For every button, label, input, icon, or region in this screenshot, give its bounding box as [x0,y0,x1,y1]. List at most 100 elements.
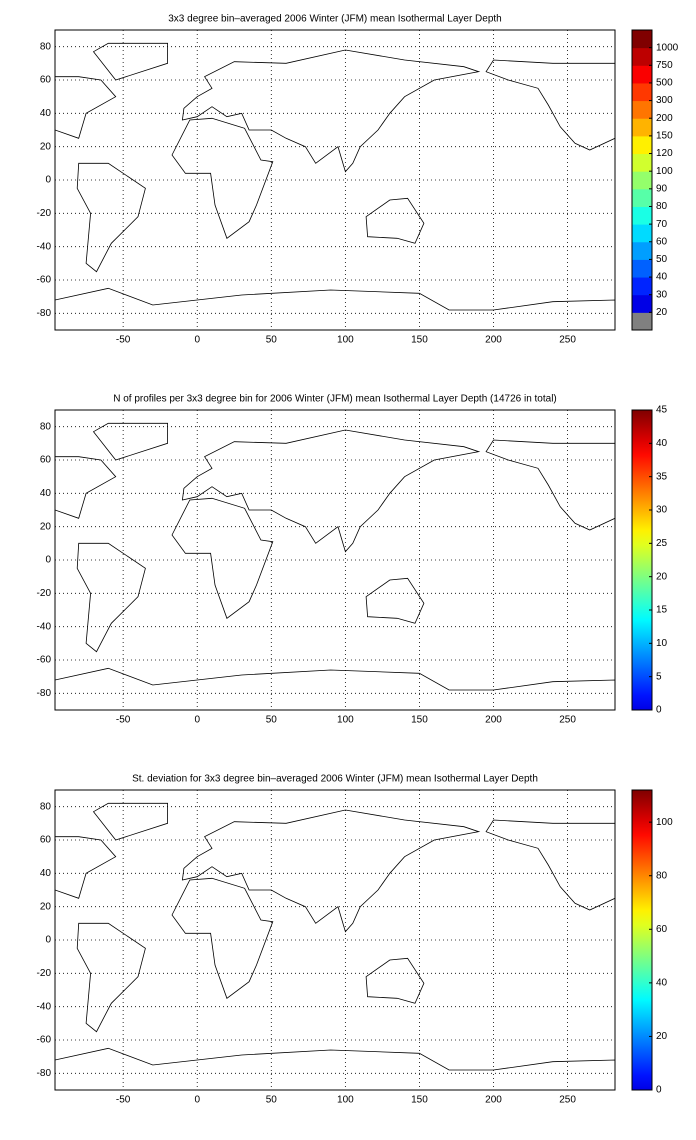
y-tick-label: 80 [40,41,52,52]
colorbar-label: 80 [656,201,668,212]
y-tick-label: -60 [37,655,52,666]
y-tick-label: -60 [37,1035,52,1046]
colorbar-label: 70 [656,219,668,230]
colorbar [632,790,652,1090]
y-tick-label: -60 [37,275,52,286]
colorbar-segment [632,188,652,207]
axes-frame [54,409,616,711]
colorbar-label: 40 [656,438,668,449]
y-tick-label: 60 [40,455,52,466]
y-tick-label: -40 [37,1001,52,1012]
colorbar-frame [631,789,653,1091]
y-tick-label: 20 [40,521,52,532]
colorbar-label: 120 [656,148,673,159]
colorbar-label: 150 [656,131,673,142]
colorbar-label: 100 [656,817,673,828]
colorbar-label: 10 [656,638,668,649]
colorbar-label: 500 [656,78,673,89]
coastline [365,577,425,624]
axes-frame [54,29,616,331]
x-tick-label: 50 [266,1095,278,1106]
colorbar-segment [632,153,652,172]
colorbar-segment [632,206,652,225]
coastline [55,456,117,519]
y-tick-label: -40 [37,621,52,632]
colorbar-label: 200 [656,113,673,124]
x-tick-label: 250 [559,1095,576,1106]
coastline [76,542,146,653]
x-tick-label: 200 [485,335,502,346]
colorbar-label: 30 [656,289,668,300]
coastline [485,439,615,531]
x-tick-label: 0 [194,335,200,346]
coastline [171,117,274,239]
coastline [55,836,117,899]
colorbar-segment [632,47,652,66]
colorbar-label: 50 [656,254,668,265]
x-tick-label: 50 [266,335,278,346]
coastline [365,197,425,244]
colorbar-label: 90 [656,183,668,194]
colorbar-segment [632,30,652,49]
y-tick-label: 80 [40,801,52,812]
y-tick-label: -80 [37,1068,52,1079]
y-tick-label: 40 [40,868,52,879]
x-tick-label: 0 [194,1095,200,1106]
colorbar-segment [632,135,652,155]
coastline [76,162,146,273]
x-tick-label: 200 [485,1095,502,1106]
coastline [92,422,168,461]
y-tick-label: 60 [40,835,52,846]
coastline [92,42,168,81]
chart-title: 3x3 degree bin–averaged 2006 Winter (JFM… [168,14,502,25]
coastline [365,957,425,1004]
colorbar-segment [632,65,652,84]
colorbar-segment [632,171,652,190]
x-tick-label: 100 [337,715,354,726]
colorbar-segment [632,241,652,260]
colorbar-label: 20 [656,1031,668,1042]
y-tick-label: -20 [37,208,52,219]
x-tick-label: 100 [337,1095,354,1106]
colorbar-segment [632,277,652,296]
x-tick-label: -50 [116,1095,131,1106]
y-tick-label: 0 [45,175,51,186]
colorbar-label: 750 [656,60,673,71]
chart-title: N of profiles per 3x3 degree bin for 200… [113,394,557,405]
colorbar-label: 35 [656,471,668,482]
coastline [485,59,615,151]
colorbar-label: 40 [656,272,668,283]
coastline [485,819,615,911]
colorbar-segment [632,294,652,313]
colorbar-label: 40 [656,977,668,988]
colorbar-segment [632,224,652,243]
y-tick-label: 0 [45,935,51,946]
colorbar-label: 60 [656,924,668,935]
x-tick-label: 200 [485,715,502,726]
colorbar-label: 100 [656,166,673,177]
colorbar-label: 5 [656,671,662,682]
x-tick-label: 150 [411,1095,428,1106]
colorbar-segment [632,100,652,119]
x-tick-label: -50 [116,715,131,726]
colorbar-label: 80 [656,870,668,881]
y-tick-label: -40 [37,241,52,252]
colorbar-label: 0 [656,705,662,716]
colorbar-label: 60 [656,236,668,247]
colorbar-label: 20 [656,571,668,582]
y-tick-label: 60 [40,75,52,86]
colorbar-label: 0 [656,1085,662,1096]
y-tick-label: 20 [40,141,52,152]
x-tick-label: -50 [116,335,131,346]
coastline [55,287,615,330]
x-tick-label: 50 [266,715,278,726]
axes-frame [54,789,616,1091]
chart-title: St. deviation for 3x3 degree bin–average… [132,774,538,785]
x-tick-label: 250 [559,335,576,346]
coastline [55,76,117,139]
colorbar-label: 15 [656,605,668,616]
y-tick-label: 40 [40,108,52,119]
coastline [55,1047,615,1090]
y-tick-label: 80 [40,421,52,432]
